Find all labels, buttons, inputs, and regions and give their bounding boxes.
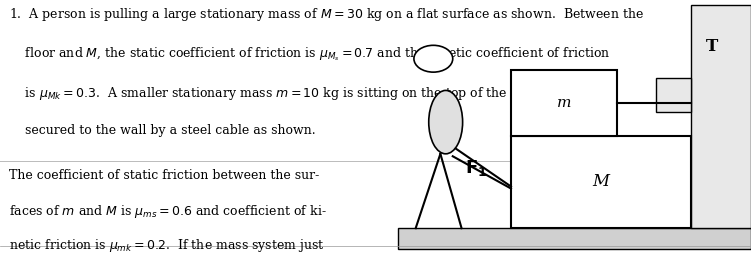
Bar — [398, 228, 751, 249]
Bar — [691, 5, 751, 228]
Text: M: M — [593, 173, 610, 190]
Ellipse shape — [414, 45, 453, 72]
Text: $\mathbf{F_1}$: $\mathbf{F_1}$ — [465, 158, 487, 178]
Text: The coefficient of static friction between the sur-: The coefficient of static friction betwe… — [9, 169, 319, 182]
Text: floor and $M$, the static coefficient of friction is $\mu_{M_s} = 0.7$ and the k: floor and $M$, the static coefficient of… — [9, 46, 611, 63]
Bar — [511, 136, 691, 228]
Text: m: m — [556, 96, 572, 110]
Text: faces of $m$ and $M$ is $\mu_{ms} = 0.6$ and coefficient of ki-: faces of $m$ and $M$ is $\mu_{ms} = 0.6$… — [9, 203, 327, 220]
Ellipse shape — [429, 90, 463, 154]
Text: secured to the wall by a steel cable as shown.: secured to the wall by a steel cable as … — [9, 124, 315, 137]
Text: T: T — [706, 38, 718, 55]
Text: netic friction is $\mu_{mk} = 0.2$.  If the mass system just: netic friction is $\mu_{mk} = 0.2$. If t… — [9, 237, 325, 254]
Text: is $\mu_{Mk} = 0.3$.  A smaller stationary mass $m = 10$ kg is sitting on the to: is $\mu_{Mk} = 0.3$. A smaller stationar… — [9, 85, 612, 102]
Bar — [511, 70, 617, 136]
Text: 1.  A person is pulling a large stationary mass of $M = 30$ kg on a flat surface: 1. A person is pulling a large stationar… — [9, 6, 644, 23]
Bar — [656, 78, 691, 112]
